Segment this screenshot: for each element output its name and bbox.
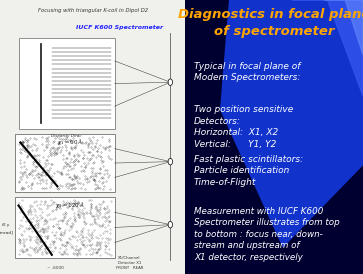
Text: $\chi_1 = 120\,\AA$: $\chi_1 = 120\,\AA$ xyxy=(55,200,85,210)
Text: ~ -6000: ~ -6000 xyxy=(47,266,64,270)
Text: Diagnostics in focal plane
of spectrometer: Diagnostics in focal plane of spectromet… xyxy=(178,8,363,38)
Polygon shape xyxy=(292,0,363,96)
Circle shape xyxy=(168,158,172,165)
Text: Disparity Dirac: Disparity Dirac xyxy=(52,134,82,138)
Text: IUCF K600 Spectrometer: IUCF K600 Spectrometer xyxy=(76,25,163,30)
Text: Typical in focal plane of
Modern Spectrometers:: Typical in focal plane of Modern Spectro… xyxy=(194,62,301,82)
Text: $\chi_1 = 60\,\AA$: $\chi_1 = 60\,\AA$ xyxy=(57,137,83,147)
Text: Fast plastic scintillators:
Particle identification
Time-of-Flight: Fast plastic scintillators: Particle ide… xyxy=(194,155,303,187)
Text: $\theta_{f.p.}$
[mrad]: $\theta_{f.p.}$ [mrad] xyxy=(0,221,13,234)
Text: Measurement with IUCF K600
Spectrometer illustrates from top
to bottom : focus n: Measurement with IUCF K600 Spectrometer … xyxy=(194,207,340,262)
Text: Focusing with triangular K-coil in Dipol D2: Focusing with triangular K-coil in Dipol… xyxy=(37,8,148,13)
Bar xyxy=(19,38,115,129)
Circle shape xyxy=(168,79,172,85)
Bar xyxy=(15,197,115,258)
Bar xyxy=(15,134,115,192)
Polygon shape xyxy=(324,0,363,55)
Text: X1/Channel
Detector X1
FRONT   REAR: X1/Channel Detector X1 FRONT REAR xyxy=(116,256,143,270)
Polygon shape xyxy=(221,0,363,247)
Text: Two position sensitive
Detectors:
Horizontal:  X1, X2
Vertical:      Y1, Y2: Two position sensitive Detectors: Horizo… xyxy=(194,105,293,149)
Circle shape xyxy=(168,221,172,228)
